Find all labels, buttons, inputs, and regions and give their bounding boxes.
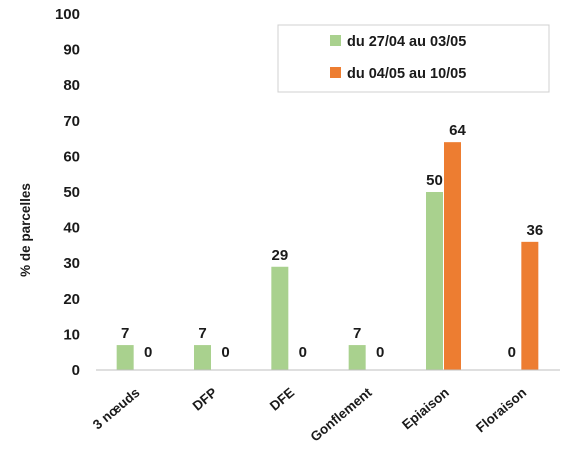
data-label: 7 bbox=[121, 325, 129, 342]
data-label: 7 bbox=[353, 325, 361, 342]
y-tick-label: 50 bbox=[63, 184, 80, 201]
y-axis-label: % de parcelles bbox=[18, 183, 33, 277]
data-label: 64 bbox=[449, 122, 466, 139]
data-label: 36 bbox=[526, 222, 543, 239]
legend-swatch-series-2 bbox=[330, 67, 341, 78]
bar-1 bbox=[426, 192, 443, 370]
y-tick-label: 40 bbox=[63, 220, 80, 237]
y-tick-label: 80 bbox=[63, 77, 80, 94]
data-label: 29 bbox=[271, 247, 288, 264]
data-label: 0 bbox=[144, 344, 152, 361]
data-label: 0 bbox=[299, 344, 307, 361]
data-label: 0 bbox=[508, 344, 516, 361]
category-label: Floraison bbox=[473, 385, 529, 436]
y-tick-label: 60 bbox=[63, 148, 80, 165]
bar-2 bbox=[444, 142, 461, 370]
legend-label-series-2: du 04/05 au 10/05 bbox=[347, 66, 466, 82]
y-tick-label: 0 bbox=[72, 362, 80, 379]
y-tick-label: 20 bbox=[63, 291, 80, 308]
bars bbox=[117, 142, 539, 370]
y-tick-label: 10 bbox=[63, 326, 80, 343]
data-label: 7 bbox=[198, 325, 206, 342]
y-tick-label: 100 bbox=[55, 6, 80, 23]
y-tick-label: 90 bbox=[63, 42, 80, 59]
data-label: 0 bbox=[221, 344, 229, 361]
bar-1 bbox=[349, 345, 366, 370]
category-label: Epiaison bbox=[399, 385, 452, 433]
legend: du 27/04 au 03/05 du 04/05 au 10/05 bbox=[278, 25, 549, 92]
bar-1 bbox=[194, 345, 211, 370]
bar-1 bbox=[271, 267, 288, 370]
category-label: Gonflement bbox=[307, 384, 374, 444]
category-labels: 3 nœuds DFP DFE Gonflement Epiaison Floraison bbox=[90, 384, 529, 444]
legend-label-series-1: du 27/04 au 03/05 bbox=[347, 34, 466, 50]
legend-swatch-series-1 bbox=[330, 35, 341, 46]
y-tick-label: 70 bbox=[63, 113, 80, 130]
data-label: 0 bbox=[376, 344, 384, 361]
y-tick-label: 30 bbox=[63, 255, 80, 272]
category-label: DFP bbox=[190, 385, 220, 414]
data-label: 50 bbox=[426, 172, 443, 189]
category-label: 3 nœuds bbox=[90, 385, 143, 433]
bar-1 bbox=[117, 345, 134, 370]
category-label: DFE bbox=[267, 385, 297, 414]
y-axis-ticks: 0 10 20 30 40 50 60 70 80 90 100 bbox=[55, 6, 80, 379]
bar-2 bbox=[521, 242, 538, 370]
